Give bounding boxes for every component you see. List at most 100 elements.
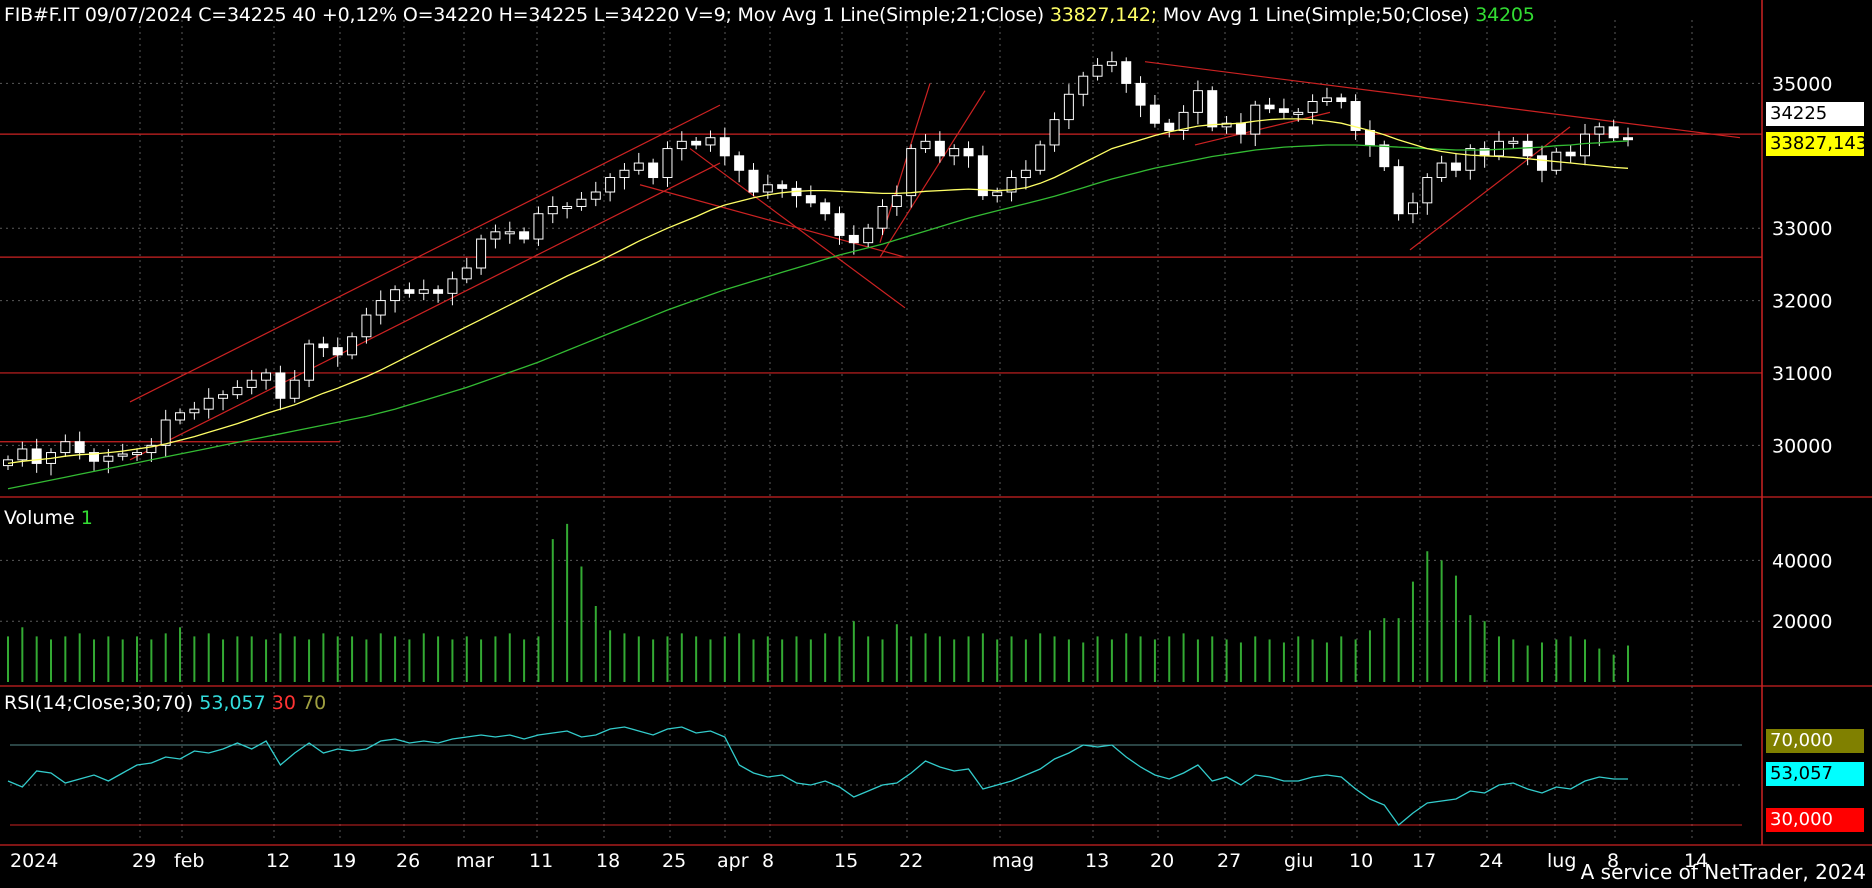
candle-down <box>1164 122 1175 131</box>
candle-down <box>748 169 759 193</box>
x-tick-label: mar <box>456 850 494 872</box>
x-tick-label: 24 <box>1479 850 1503 872</box>
x-tick-label: 10 <box>1349 850 1373 872</box>
rsi-low: 30 <box>271 692 296 714</box>
candle-up <box>877 205 888 229</box>
candle-up <box>490 231 501 240</box>
candle-up <box>605 177 616 193</box>
candle-up <box>375 300 386 316</box>
candle-up <box>418 289 429 294</box>
price-tick-label: 33000 <box>1772 218 1832 240</box>
ma21-value: 33827,142; <box>1049 4 1158 26</box>
candle-up <box>390 289 401 302</box>
candle-up <box>562 205 573 209</box>
candle-up <box>1020 169 1031 179</box>
candle-down <box>848 234 859 244</box>
candle-down <box>805 195 816 204</box>
price-tick-label: 35000 <box>1772 73 1832 95</box>
candle-down <box>719 137 730 157</box>
candle-up <box>1178 111 1189 131</box>
x-tick-label: 8 <box>1607 850 1619 872</box>
candle-up <box>547 205 558 215</box>
price-header: FIB#F.IT 09/07/2024 C=34225 40 +0,12% O=… <box>4 4 1535 26</box>
candle-down <box>648 162 659 179</box>
candle-up <box>1307 101 1318 113</box>
volume-value: 1 <box>80 507 93 529</box>
candle-up <box>17 448 28 461</box>
x-tick-label: 11 <box>529 850 553 872</box>
trend-line <box>1144 61 1741 139</box>
candle-up <box>1006 177 1017 193</box>
x-tick-label: 19 <box>332 850 356 872</box>
candle-up <box>1049 119 1060 146</box>
x-tick-label: 29 <box>132 850 156 872</box>
trend-line <box>639 184 906 258</box>
candle-down <box>74 441 85 454</box>
candle-up <box>705 137 716 146</box>
candle-up <box>1293 111 1304 115</box>
candle-up <box>676 140 687 150</box>
candle-down <box>834 213 845 236</box>
candle-up <box>891 195 902 207</box>
candle-down <box>1379 144 1390 168</box>
candle-up <box>1508 140 1519 144</box>
x-tick-label: 17 <box>1412 850 1436 872</box>
candle-up <box>662 148 673 179</box>
candle-down <box>89 452 100 462</box>
candle-up <box>863 227 874 244</box>
footer-credit: A service of NetTrader, 2024 <box>1580 860 1866 884</box>
candle-down <box>433 289 444 294</box>
trend-line <box>879 83 931 243</box>
x-tick-label: 18 <box>596 850 620 872</box>
candle-up <box>60 441 71 454</box>
rsi-high-tag: 70,000 <box>1766 729 1864 753</box>
rsi-header: RSI(14;Close;30;70) 53,057 30 70 <box>4 692 326 714</box>
candle-up <box>1192 90 1203 113</box>
candle-up <box>576 198 587 207</box>
candle-down <box>1278 108 1289 113</box>
candle-down <box>332 347 343 356</box>
candle-down <box>1350 101 1361 131</box>
candle-up <box>920 140 931 150</box>
candle-up <box>1422 177 1433 204</box>
candle-up <box>1250 104 1261 135</box>
trend-line <box>879 90 986 258</box>
candle-up <box>504 231 515 235</box>
candle-up <box>633 162 644 171</box>
candle-down <box>1608 126 1619 139</box>
x-tick-label: giu <box>1284 850 1313 872</box>
candle-up <box>1092 64 1103 77</box>
rsi-high: 70 <box>302 692 327 714</box>
candle-up <box>1436 162 1447 179</box>
rsi-value: 53,057 <box>199 692 266 714</box>
x-tick-label: 26 <box>396 850 420 872</box>
candle-up <box>461 267 472 280</box>
candle-up <box>304 343 315 381</box>
candle-up <box>132 452 143 456</box>
candle-down <box>1264 104 1275 110</box>
candle-down <box>1207 90 1218 128</box>
ma50-label: Mov Avg 1 Line(Simple;50;Close) <box>1162 4 1470 26</box>
candle-up <box>906 148 917 197</box>
ma21-tag: 33827,143 <box>1766 132 1867 156</box>
candle-up <box>533 213 544 240</box>
volume-tick-label: 40000 <box>1772 550 1832 572</box>
price-tick-label: 30000 <box>1772 435 1832 457</box>
rsi-value-tag: 53,057 <box>1766 762 1864 786</box>
candle-down <box>31 448 42 464</box>
candle-up <box>218 394 229 399</box>
x-tick-label: mag <box>992 850 1034 872</box>
candle-down <box>1121 61 1132 84</box>
rsi-label: RSI(14;Close;30;70) <box>4 692 194 714</box>
candle-down <box>1135 82 1146 106</box>
candle-down <box>1393 166 1404 215</box>
candle-down <box>1336 97 1347 103</box>
candle-down <box>275 372 286 399</box>
price-tick-label: 32000 <box>1772 291 1832 313</box>
candle-down <box>1565 151 1576 157</box>
candle-up <box>203 397 214 410</box>
candle-up <box>1321 97 1332 103</box>
candle-up <box>949 148 960 157</box>
x-tick-label: 12 <box>266 850 290 872</box>
